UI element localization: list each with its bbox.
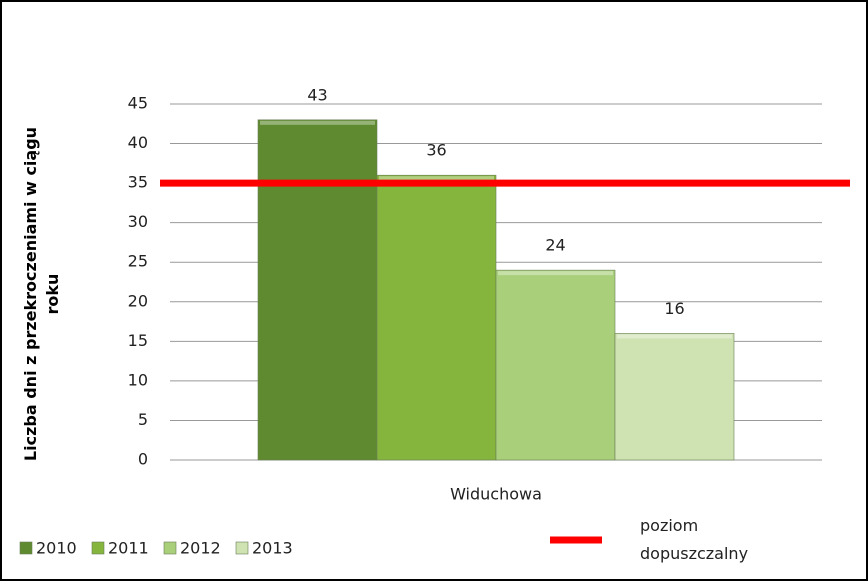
legend-swatch	[163, 541, 177, 555]
bar-highlight	[617, 334, 732, 339]
y-tick-label: 10	[128, 370, 148, 389]
legend-label: 2010	[36, 539, 77, 558]
data-label: 36	[426, 141, 446, 160]
y-tick-label: 5	[138, 410, 148, 429]
legend-swatch	[91, 541, 105, 555]
bar	[614, 333, 735, 461]
y-tick-label: 40	[128, 133, 148, 152]
bar	[376, 174, 497, 461]
y-tick-label: 45	[128, 94, 148, 113]
bar	[495, 269, 616, 461]
legend-label: poziom dopuszczalny	[640, 516, 749, 563]
x-tick-label: Widuchowa	[450, 485, 542, 504]
y-tick-label: 35	[128, 173, 148, 192]
legend-label: 2011	[108, 539, 149, 558]
bar	[257, 119, 378, 461]
data-label: 43	[307, 85, 327, 104]
data-label: 16	[664, 299, 684, 318]
data-label: 24	[545, 236, 565, 255]
y-axis-label-box: Liczba dni z przekroczeniami w ciągu rok…	[21, 126, 62, 462]
y-tick-label: 20	[128, 291, 148, 310]
bar-highlight	[379, 176, 494, 181]
legend-label: 2012	[180, 539, 221, 558]
bar-highlight	[260, 120, 375, 125]
legend-swatch	[235, 541, 249, 555]
legend-label-box: poziom dopuszczalny	[640, 516, 749, 563]
legend-swatch	[19, 541, 33, 555]
legend-label: 2013	[252, 539, 293, 558]
y-axis-label: Liczba dni z przekroczeniami w ciągu rok…	[21, 126, 62, 462]
y-tick-label: 0	[138, 450, 148, 469]
y-tick-label: 30	[128, 212, 148, 231]
bar-highlight	[498, 271, 613, 276]
y-tick-label: 15	[128, 331, 148, 350]
y-tick-label: 25	[128, 252, 148, 271]
